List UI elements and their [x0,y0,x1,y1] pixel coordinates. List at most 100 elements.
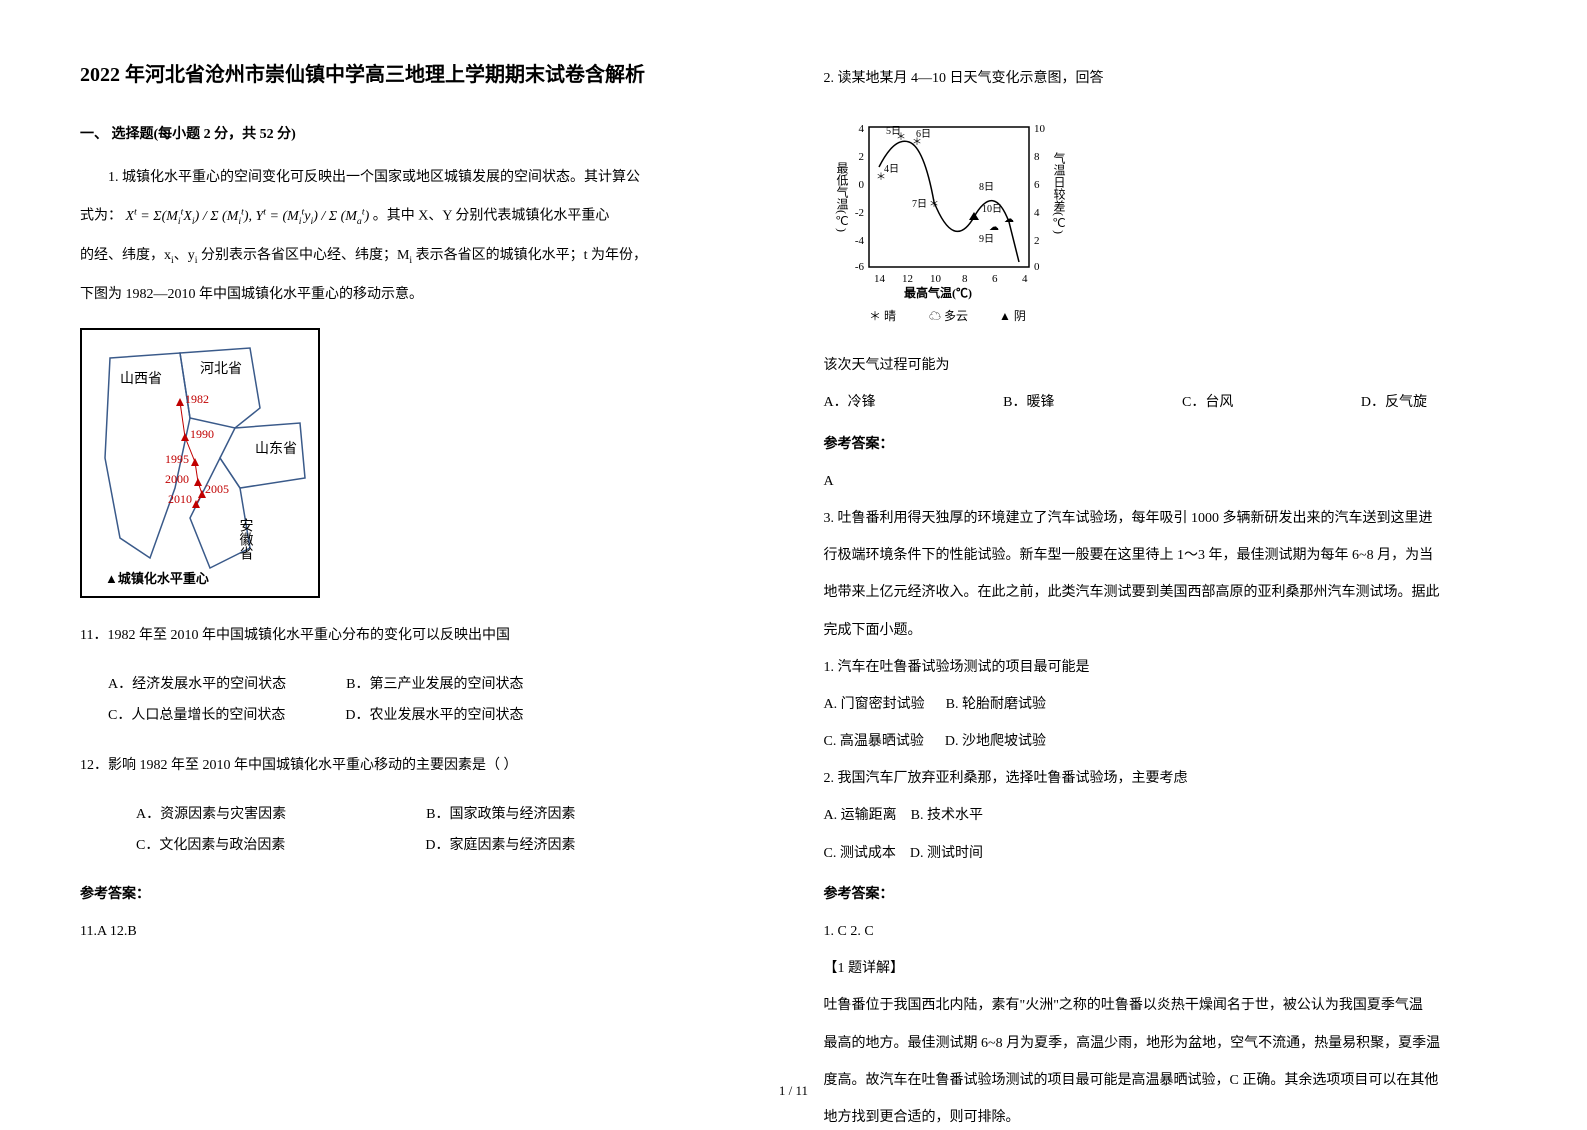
day-7: ＊ [929,199,939,210]
yl-tick-0: 0 [858,179,864,191]
label-anhui: 安徽省 [238,518,254,560]
section-heading: 一、 选择题(每小题 2 分，共 52 分) [80,122,764,147]
day-9: ☁ [989,222,999,233]
year-2010: 2010 [168,492,192,506]
q3-sub1-optB: B. 轮胎耐磨试验 [946,697,1046,712]
chart-frame [869,127,1029,267]
q3-sub2-optC: C. 测试成本 [824,846,896,861]
q1-sub12-optB: B．国家政策与经济因素 [426,802,575,827]
q1-formula: Xt = Σ(MitXi) / Σ (Mit), Yt = (Mityi) / … [126,209,370,224]
q2-optC: C．台风 [1182,390,1233,415]
q3-sub2-optA: A. 运输距离 [824,808,897,823]
q3-answer: 1. C 2. C [824,919,1508,944]
q1-sub11-optA: A．经济发展水平的空间状态 [108,672,286,697]
province-map-svg: 1982 1990 1995 2000 2005 2010 山西省 [90,338,310,588]
q1-formula-line: 式为： Xt = Σ(MitXi) / Σ (Mit), Yt = (Mityi… [80,202,764,231]
q1-sub11-stem: 11．1982 年至 2010 年中国城镇化水平重心分布的变化可以反映出中国 [80,623,764,648]
x-label: 最高气温(℃) [904,285,972,300]
label-hebei: 河北省 [200,361,242,377]
q1-sub12-optA: A．资源因素与灾害因素 [136,802,286,827]
year-2005: 2005 [205,482,229,496]
yr-tick-6: 6 [1034,179,1040,191]
q3-explain-p3: 度高。故汽车在吐鲁番试验场测试的项目最可能是高温暴晒试验，C 正确。其余选项项目… [824,1068,1508,1093]
label-shandong: 山东省 [255,441,297,457]
q3-sub1-stem: 1. 汽车在吐鲁番试验场测试的项目最可能是 [824,655,1508,680]
q1-sub12-stem: 12．影响 1982 年至 2010 年中国城镇化水平重心移动的主要因素是（ ） [80,753,764,778]
x-tick-10: 10 [930,273,942,285]
q3-sub2-optD: D. 测试时间 [910,846,983,861]
day-8-marker [969,212,979,220]
q3-answer-heading: 参考答案： [824,882,1508,907]
q1-map-box: 1982 1990 1995 2000 2005 2010 山西省 [80,328,320,598]
yl-tick-n2: -2 [854,207,863,219]
q1-formula-suffix: 。其中 X、Y 分别代表城镇化水平重心 [373,209,610,224]
right-column: 2. 读某地某月 4—10 日天气变化示意图，回答 4 2 0 -2 -4 -6… [824,60,1508,1062]
q2-optB: B．暖锋 [1003,390,1054,415]
map-legend: ▲城镇化水平重心 [105,571,209,586]
y-left-label: 最低气温(℃) [835,162,849,232]
day-6-label: 6日 [916,129,931,140]
q2-stem: 该次天气过程可能为 [824,353,1508,378]
q1-answer: 11.A 12.B [80,919,764,944]
day-10-label: 10日 [982,204,1002,215]
x-tick-12: 12 [902,273,913,285]
x-tick-8: 8 [962,273,968,285]
q1-answer-heading: 参考答案： [80,882,764,907]
day-5-label: 5日 [886,126,901,137]
q1-map-figure: 1982 1990 1995 2000 2005 2010 山西省 [80,328,764,598]
q2-chart-figure: 4 2 0 -2 -4 -6 10 8 6 4 2 0 14 12 10 8 6… [824,112,1508,332]
q3-explain-p4: 地方找到更合适的，则可排除。 [824,1105,1508,1130]
page-container: 2022 年河北省沧州市崇仙镇中学高三地理上学期期末试卷含解析 一、 选择题(每… [80,60,1507,1062]
day-9-label: 9日 [979,234,994,245]
q3-sub1-optA: A. 门窗密封试验 [824,697,925,712]
year-1982: 1982 [185,392,209,406]
q3-sub1-row1: A. 门窗密封试验 B. 轮胎耐磨试验 [824,692,1508,717]
page-number: 1 / 11 [779,1079,808,1102]
q2-optA: A．冷锋 [824,390,876,415]
day-10: ☁ [1004,214,1014,225]
q3-sub1-row2: C. 高温暴晒试验 D. 沙地爬坡试验 [824,729,1508,754]
yr-tick-8: 8 [1034,151,1040,163]
yr-tick-2: 2 [1034,235,1040,247]
q3-explain-p1: 吐鲁番位于我国西北内陆，素有"火洲"之称的吐鲁番以炎热干燥闻名于世，被公认为我国… [824,993,1508,1018]
q2-answer-heading: 参考答案： [824,432,1508,457]
yr-tick-4: 4 [1034,207,1040,219]
yr-tick-0: 0 [1034,261,1040,273]
yr-tick-10: 10 [1034,123,1046,135]
day-8-label: 8日 [979,182,994,193]
q3-intro-p1: 3. 吐鲁番利用得天独厚的环境建立了汽车试验场，每年吸引 1000 多辆新研发出… [824,506,1508,531]
q3-sub2-stem: 2. 我国汽车厂放弃亚利桑那，选择吐鲁番试验场，主要考虑 [824,766,1508,791]
q1-sub12-options: A．资源因素与灾害因素 B．国家政策与经济因素 C．文化因素与政治因素 D．家庭… [80,796,764,864]
q2-options: A．冷锋 B．暖锋 C．台风 D．反气旋 [824,390,1508,415]
hebei-outline [180,348,260,428]
document-title: 2022 年河北省沧州市崇仙镇中学高三地理上学期期末试卷含解析 [80,60,764,90]
q3-sub2-optB: B. 技术水平 [911,808,983,823]
x-tick-4: 4 [1022,273,1028,285]
q3-sub2-row2: C. 测试成本 D. 测试时间 [824,841,1508,866]
yl-tick-n4: -4 [854,235,864,247]
x-tick-6: 6 [992,273,998,285]
year-2000: 2000 [165,472,189,486]
label-shanxi: 山西省 [120,371,162,387]
q1-sub12-optD: D．家庭因素与经济因素 [425,833,575,858]
q1-sub12-optC: C．文化因素与政治因素 [136,833,285,858]
q3-sub1-optD: D. 沙地爬坡试验 [945,734,1046,749]
q1-intro-p2: 的经、纬度，xi、yi 分别表示各省区中心经、纬度；Mi 表示各省区的城镇化水平… [80,243,764,269]
q3-intro-p3: 地带来上亿元经济收入。在此之前，此类汽车测试要到美国西部高原的亚利桑那州汽车测试… [824,580,1508,605]
yl-tick-n6: -6 [854,261,864,273]
q3-intro-p2: 行极端环境条件下的性能试验。新车型一般要在这里待上 1～3 年，最佳测试期为每年… [824,543,1508,568]
q1-formula-prefix: 式为： [80,209,122,224]
q3-explain-p2: 最高的地方。最佳测试期 6~8 月为夏季，高温少雨，地形为盆地，空气不流通，热量… [824,1031,1508,1056]
q1-sub11-optB: B．第三产业发展的空间状态 [346,672,523,697]
weather-curve [879,141,1019,262]
q2-optD: D．反气旋 [1361,390,1427,415]
weather-chart-svg: 4 2 0 -2 -4 -6 10 8 6 4 2 0 14 12 10 8 6… [824,112,1084,332]
legend-cloudy: ☁ 多云 [929,309,968,323]
left-column: 2022 年河北省沧州市崇仙镇中学高三地理上学期期末试卷含解析 一、 选择题(每… [80,60,764,1062]
q3-sub1-optC: C. 高温暴晒试验 [824,734,924,749]
yl-tick-4: 4 [858,123,864,135]
q2-intro: 2. 读某地某月 4—10 日天气变化示意图，回答 [824,66,1508,91]
yl-tick-2: 2 [858,151,864,163]
q2-answer: A [824,469,1508,494]
x-tick-14: 14 [874,273,886,285]
